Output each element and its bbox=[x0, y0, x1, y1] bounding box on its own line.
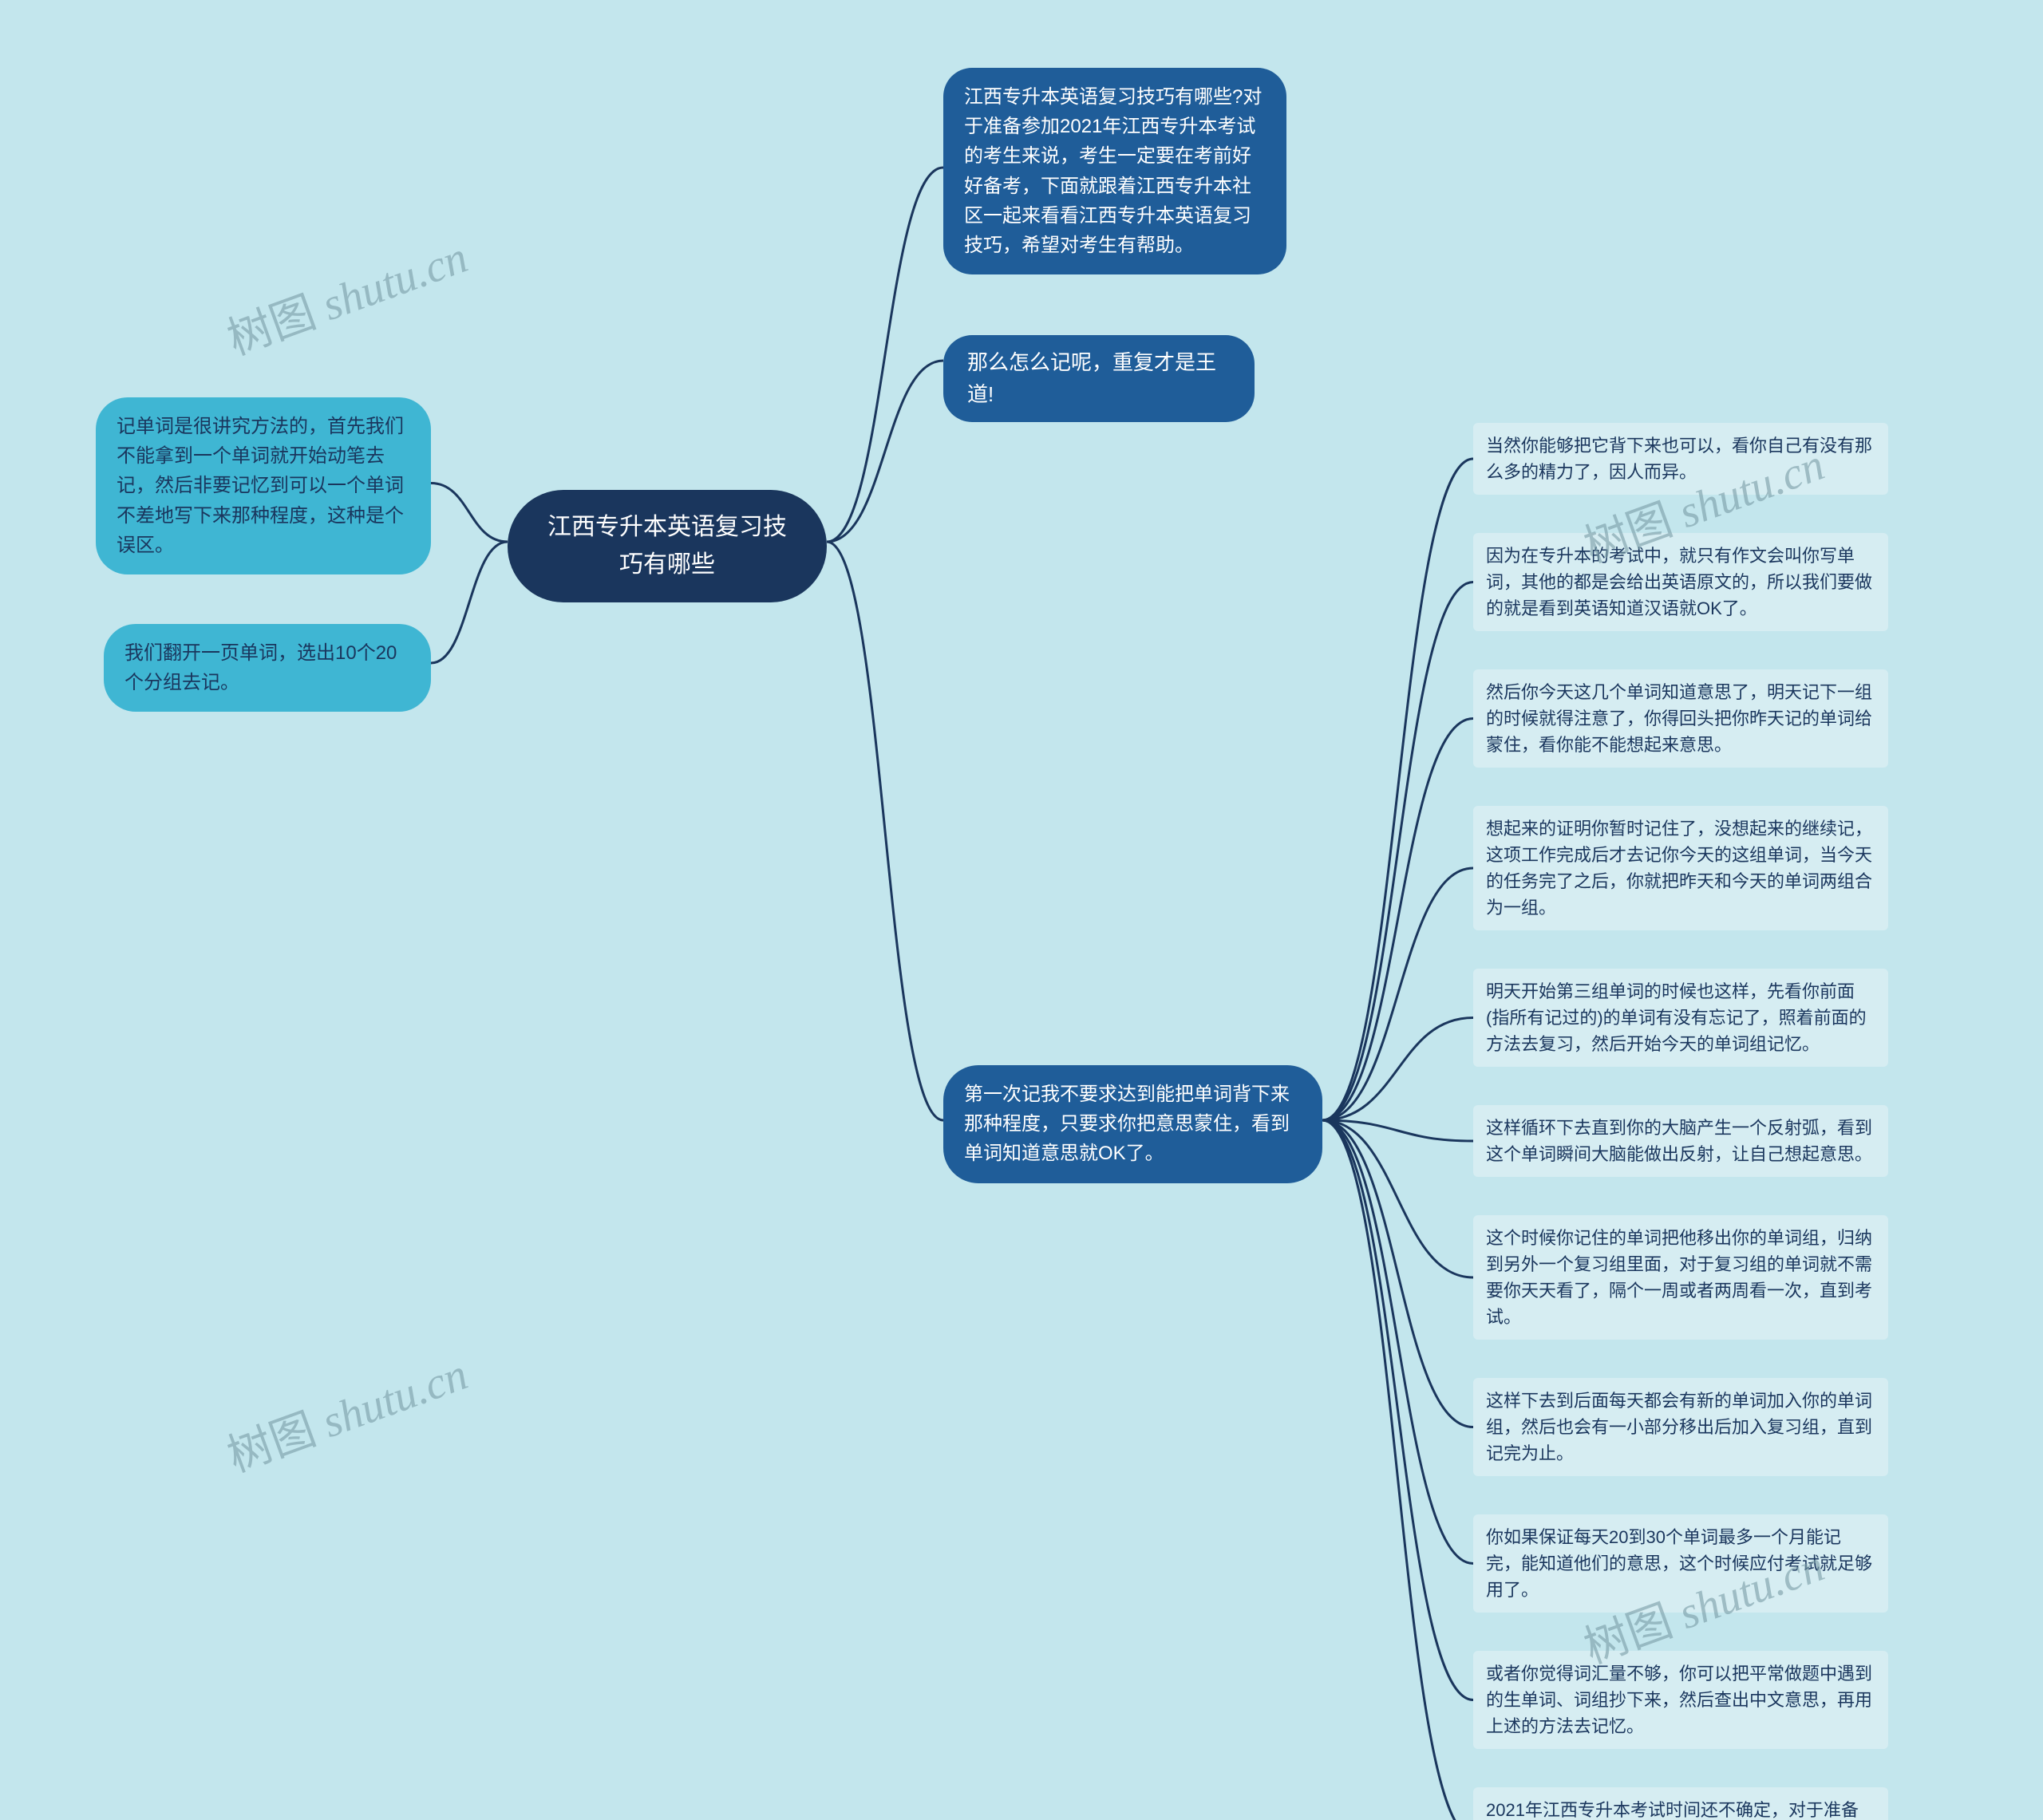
watermark-3: 树图 shutu.cn bbox=[217, 1338, 475, 1485]
branch-group-memory[interactable]: 我们翻开一页单词，选出10个20个分组去记。 bbox=[104, 624, 431, 712]
leaf-note-9-label: 你如果保证每天20到30个单词最多一个月能记完，能知道他们的意思，这个时候应付考… bbox=[1486, 1527, 1872, 1600]
branch-group-memory-label: 我们翻开一页单词，选出10个20个分组去记。 bbox=[124, 638, 410, 697]
leaf-note-1-label: 当然你能够把它背下来也可以，看你自己有没有那么多的精力了，因人而异。 bbox=[1486, 436, 1872, 482]
branch-method-misunderstanding-label: 记单词是很讲究方法的，首先我们不能拿到一个单词就开始动笔去记，然后非要记忆到可以… bbox=[117, 412, 410, 560]
leaf-note-4-label: 想起来的证明你暂时记住了，没想起来的继续记，这项工作完成后才去记你今天的这组单词… bbox=[1486, 819, 1872, 918]
leaf-note-5[interactable]: 明天开始第三组单词的时候也这样，先看你前面(指所有记过的)的单词有没有忘记了，照… bbox=[1473, 969, 1888, 1067]
leaf-note-4[interactable]: 想起来的证明你暂时记住了，没想起来的继续记，这项工作完成后才去记你今天的这组单词… bbox=[1473, 806, 1888, 930]
leaf-note-11-label: 2021年江西专升本考试时间还不确定，对于准备参加考试的考生来说，考生一定要在考… bbox=[1486, 1800, 1859, 1820]
branch-method-misunderstanding[interactable]: 记单词是很讲究方法的，首先我们不能拿到一个单词就开始动笔去记，然后非要记忆到可以… bbox=[96, 397, 431, 574]
watermark-1: 树图 shutu.cn bbox=[217, 221, 475, 368]
leaf-note-2[interactable]: 因为在专升本的考试中，就只有作文会叫你写单词，其他的都是会给出英语原文的，所以我… bbox=[1473, 533, 1888, 631]
leaf-note-7[interactable]: 这个时候你记住的单词把他移出你的单词组，归纳到另外一个复习组里面，对于复习组的单… bbox=[1473, 1215, 1888, 1340]
branch-first-time-label: 第一次记我不要求达到能把单词背下来那种程度，只要求你把意思蒙住，看到单词知道意思… bbox=[964, 1080, 1302, 1169]
leaf-note-11[interactable]: 2021年江西专升本考试时间还不确定，对于准备参加考试的考生来说，考生一定要在考… bbox=[1473, 1787, 1888, 1820]
leaf-note-8[interactable]: 这样下去到后面每天都会有新的单词加入你的单词组，然后也会有一小部分移出后加入复习… bbox=[1473, 1378, 1888, 1476]
leaf-note-6[interactable]: 这样循环下去直到你的大脑产生一个反射弧，看到这个单词瞬间大脑能做出反射，让自己想… bbox=[1473, 1105, 1888, 1177]
leaf-note-7-label: 这个时候你记住的单词把他移出你的单词组，归纳到另外一个复习组里面，对于复习组的单… bbox=[1486, 1228, 1872, 1327]
center-topic-label: 江西专升本英语复习技巧有哪些 bbox=[539, 509, 795, 583]
leaf-note-3[interactable]: 然后你今天这几个单词知道意思了，明天记下一组的时候就得注意了，你得回头把你昨天记… bbox=[1473, 669, 1888, 768]
leaf-note-3-label: 然后你今天这几个单词知道意思了，明天记下一组的时候就得注意了，你得回头把你昨天记… bbox=[1486, 682, 1872, 755]
leaf-note-10-label: 或者你觉得词汇量不够，你可以把平常做题中遇到的生单词、词组抄下来，然后查出中文意… bbox=[1486, 1664, 1872, 1736]
leaf-note-8-label: 这样下去到后面每天都会有新的单词加入你的单词组，然后也会有一小部分移出后加入复习… bbox=[1486, 1391, 1872, 1463]
leaf-note-10[interactable]: 或者你觉得词汇量不够，你可以把平常做题中遇到的生单词、词组抄下来，然后查出中文意… bbox=[1473, 1651, 1888, 1749]
leaf-note-5-label: 明天开始第三组单词的时候也这样，先看你前面(指所有记过的)的单词有没有忘记了，照… bbox=[1486, 981, 1867, 1054]
branch-memo-label: 那么怎么记呢，重复才是王道! bbox=[967, 346, 1231, 411]
leaf-note-9[interactable]: 你如果保证每天20到30个单词最多一个月能记完，能知道他们的意思，这个时候应付考… bbox=[1473, 1514, 1888, 1613]
leaf-note-1[interactable]: 当然你能够把它背下来也可以，看你自己有没有那么多的精力了，因人而异。 bbox=[1473, 423, 1888, 495]
branch-first-time[interactable]: 第一次记我不要求达到能把单词背下来那种程度，只要求你把意思蒙住，看到单词知道意思… bbox=[943, 1065, 1322, 1183]
branch-memo[interactable]: 那么怎么记呢，重复才是王道! bbox=[943, 335, 1255, 422]
leaf-note-2-label: 因为在专升本的考试中，就只有作文会叫你写单词，其他的都是会给出英语原文的，所以我… bbox=[1486, 546, 1872, 618]
branch-intro-label: 江西专升本英语复习技巧有哪些?对于准备参加2021年江西专升本考试的考生来说，考… bbox=[964, 82, 1266, 260]
center-topic[interactable]: 江西专升本英语复习技巧有哪些 bbox=[508, 490, 827, 602]
branch-intro[interactable]: 江西专升本英语复习技巧有哪些?对于准备参加2021年江西专升本考试的考生来说，考… bbox=[943, 68, 1286, 274]
leaf-note-6-label: 这样循环下去直到你的大脑产生一个反射弧，看到这个单词瞬间大脑能做出反射，让自己想… bbox=[1486, 1118, 1872, 1164]
